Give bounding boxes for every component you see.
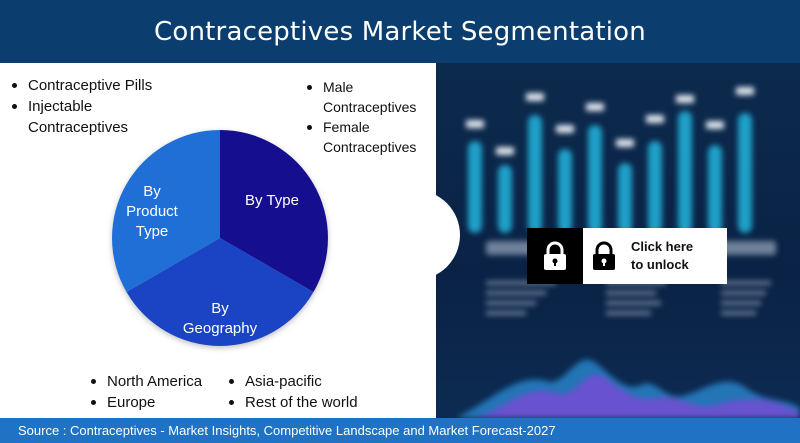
list-item-continuation: Contraceptives <box>323 139 417 155</box>
slice-by-product-type <box>112 130 220 292</box>
list-item: North America <box>87 371 202 392</box>
dashboard-preview-graphic <box>456 87 800 418</box>
segmentation-pie: By Product Type By Type By Geography <box>100 118 340 358</box>
page-title: Contraceptives Market Segmentation <box>154 16 646 47</box>
unlock-label-line2: to unlock <box>631 257 689 272</box>
list-item: Female <box>303 117 416 137</box>
lock-icon <box>544 241 566 270</box>
source-text: Source : Contraceptives - Market Insight… <box>18 423 556 438</box>
geography-list-col1: North America Europe <box>87 371 202 413</box>
list-item: Contraceptive Pills <box>8 75 152 96</box>
slice-by-type <box>220 130 328 292</box>
product-type-label-line1: By <box>143 183 161 200</box>
product-type-label-line3: Type <box>136 223 169 240</box>
product-type-label-line2: Product <box>126 203 179 220</box>
list-item: Asia-pacific <box>225 371 358 392</box>
padlock-icon-box <box>583 228 625 284</box>
list-item: Rest of the world <box>225 392 358 413</box>
source-footer: Source : Contraceptives - Market Insight… <box>0 418 800 443</box>
list-item: Male <box>303 77 416 97</box>
geography-label-line2: Geography <box>183 320 258 337</box>
list-item: Europe <box>87 392 202 413</box>
list-item-continuation: Contraceptives <box>28 119 129 136</box>
padlock-icon <box>593 241 615 270</box>
type-list: Male Contraceptives Female Contraceptive… <box>303 77 416 157</box>
list-item: Injectable <box>8 96 152 117</box>
unlock-button[interactable]: Click here to unlock <box>527 228 727 284</box>
lock-icon-box <box>527 228 583 284</box>
geography-label-line1: By <box>211 300 229 317</box>
type-label: By Type <box>245 192 299 209</box>
unlock-label[interactable]: Click here to unlock <box>625 228 727 284</box>
unlock-label-line1: Click here <box>631 239 694 254</box>
header-bar: Contraceptives Market Segmentation <box>0 0 800 63</box>
list-item-continuation: Contraceptives <box>323 99 417 115</box>
geography-list-col2: Asia-pacific Rest of the world <box>225 371 358 413</box>
slice-by-geography <box>126 238 314 346</box>
product-type-list: Contraceptive Pills Injectable Contracep… <box>8 75 152 138</box>
